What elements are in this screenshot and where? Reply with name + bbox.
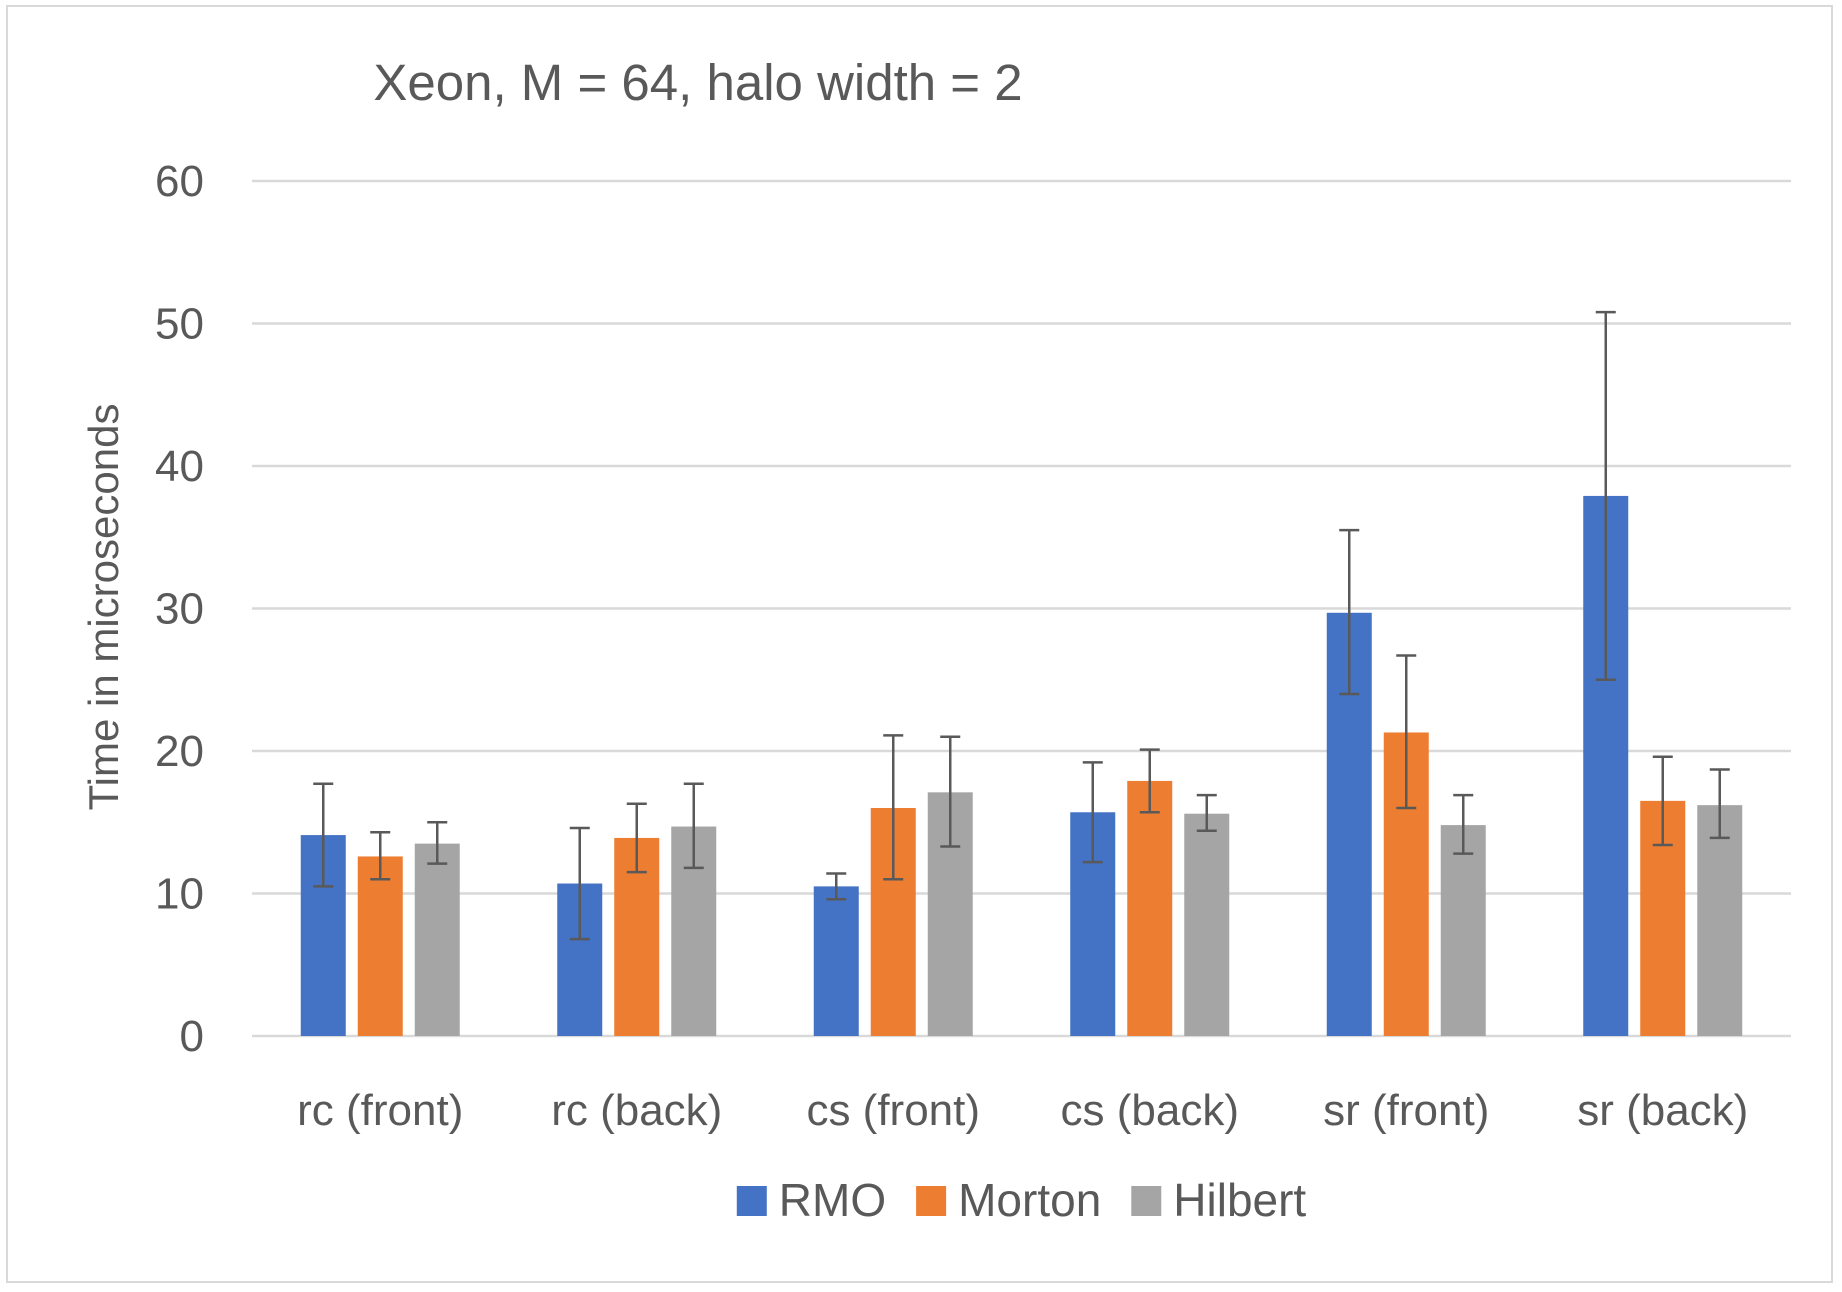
legend-label: Morton [958, 1174, 1101, 1226]
x-tick-label: sr (front) [1323, 1086, 1489, 1135]
legend-swatch [1131, 1186, 1162, 1216]
bar-chart: Xeon, M = 64, halo width = 2 0 10 20 30 40 50… [80, 54, 1791, 1226]
x-tick-label: rc (front) [297, 1086, 463, 1135]
error-bar [1453, 793, 1474, 855]
chart-frame: Xeon, M = 64, halo width = 2 0 10 20 30 40 50… [6, 5, 1833, 1283]
x-tick-label: rc (back) [551, 1086, 722, 1135]
legend: RMO Morton Hilbert [736, 1174, 1306, 1226]
error-bar [1652, 755, 1673, 847]
legend-label: RMO [779, 1174, 886, 1226]
error-bar [1396, 654, 1417, 810]
x-axis-ticks: rc (front) rc (back) cs (front) cs (back) sr… [297, 1086, 1748, 1135]
error-bar [313, 782, 334, 888]
error-bar [626, 802, 647, 874]
error-bars [313, 310, 1730, 941]
error-bar [883, 734, 904, 881]
y-tick-label: 0 [180, 1012, 204, 1061]
error-bar [569, 826, 590, 941]
y-tick-label: 60 [155, 157, 204, 206]
legend-item-hilbert: Hilbert [1131, 1174, 1306, 1226]
error-bar [1196, 793, 1217, 833]
bars [300, 495, 1743, 1036]
legend-item-morton: Morton [916, 1174, 1101, 1226]
bar-hilbert [1440, 825, 1486, 1036]
x-tick-label: cs (front) [806, 1086, 980, 1135]
error-bar [683, 782, 704, 870]
error-bar [1709, 768, 1730, 840]
chart-title: Xeon, M = 64, halo width = 2 [373, 54, 1022, 111]
y-tick-label: 30 [155, 585, 204, 634]
error-bar [1082, 761, 1103, 864]
x-tick-label: sr (back) [1577, 1086, 1748, 1135]
bar-hilbert [414, 843, 460, 1036]
bar-rmo [813, 886, 859, 1036]
y-tick-label: 40 [155, 442, 204, 491]
bar-hilbert [1697, 805, 1743, 1036]
bar-morton [1127, 780, 1173, 1036]
bar-hilbert [1184, 813, 1230, 1036]
bar-morton [357, 856, 403, 1036]
error-bar [826, 872, 847, 901]
error-bar [1595, 310, 1616, 681]
legend-swatch [736, 1186, 767, 1216]
y-axis-ticks: 0 10 20 30 40 50 60 [155, 157, 204, 1061]
legend-item-rmo: RMO [736, 1174, 886, 1226]
y-axis-title: Time in microseconds [80, 404, 127, 811]
y-tick-label: 20 [155, 727, 204, 776]
error-bar [1339, 528, 1360, 696]
error-bar [1139, 748, 1160, 814]
gridlines [252, 179, 1791, 1038]
y-tick-label: 50 [155, 300, 204, 349]
y-tick-label: 10 [155, 870, 204, 919]
legend-label: Hilbert [1173, 1174, 1306, 1226]
error-bar [370, 830, 391, 881]
error-bar [427, 821, 448, 865]
legend-swatch [916, 1186, 947, 1216]
error-bar [940, 735, 961, 848]
x-tick-label: cs (back) [1061, 1086, 1239, 1135]
